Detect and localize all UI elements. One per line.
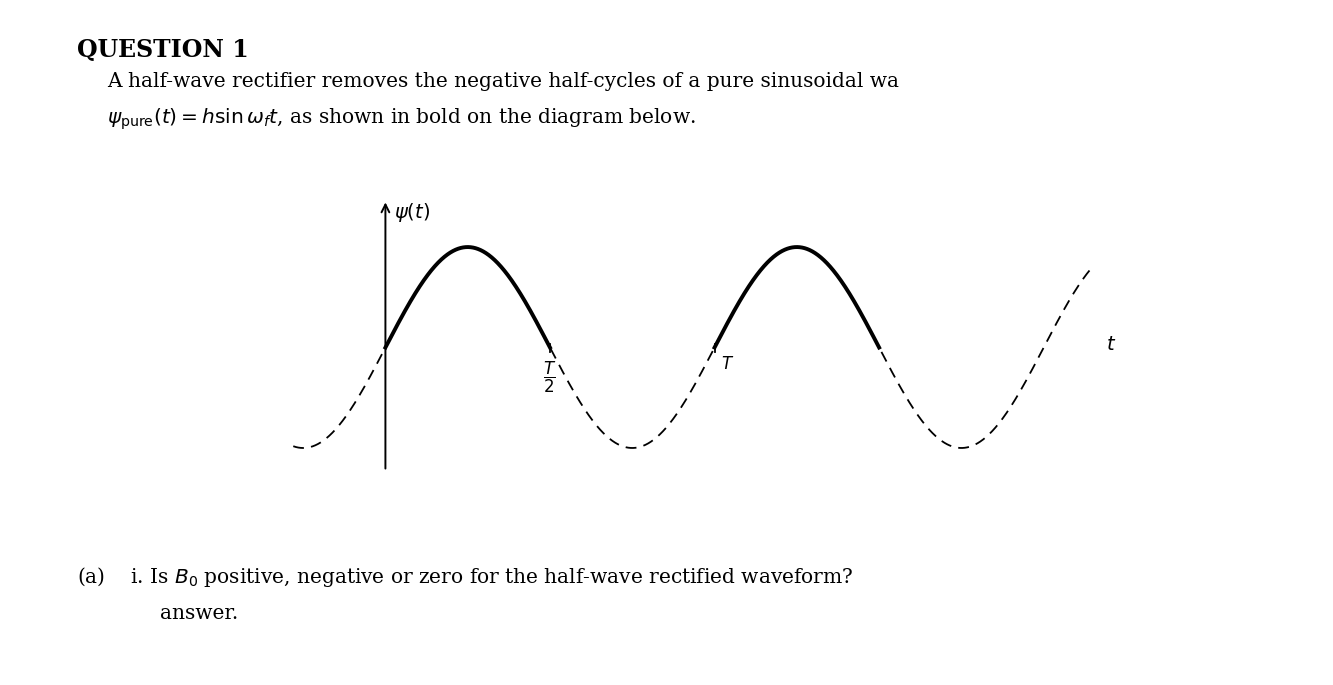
Text: $\psi(t)$: $\psi(t)$ (393, 201, 429, 224)
Text: $t$: $t$ (1106, 336, 1117, 353)
Text: $\dfrac{T}{2}$: $\dfrac{T}{2}$ (544, 360, 557, 395)
Text: (a)    i. Is $B_0$ positive, negative or zero for the half-wave rectified wavefo: (a) i. Is $B_0$ positive, negative or ze… (77, 565, 853, 589)
Text: QUESTION 1: QUESTION 1 (77, 38, 249, 62)
Text: answer.: answer. (160, 604, 239, 623)
Text: $T$: $T$ (721, 356, 734, 373)
Text: $\psi_{\mathrm{pure}}(t) = h\sin\omega_f t$, as shown in bold on the diagram bel: $\psi_{\mathrm{pure}}(t) = h\sin\omega_f… (107, 106, 696, 132)
Text: A half-wave rectifier removes the negative half-cycles of a pure sinusoidal wa: A half-wave rectifier removes the negati… (107, 72, 898, 91)
